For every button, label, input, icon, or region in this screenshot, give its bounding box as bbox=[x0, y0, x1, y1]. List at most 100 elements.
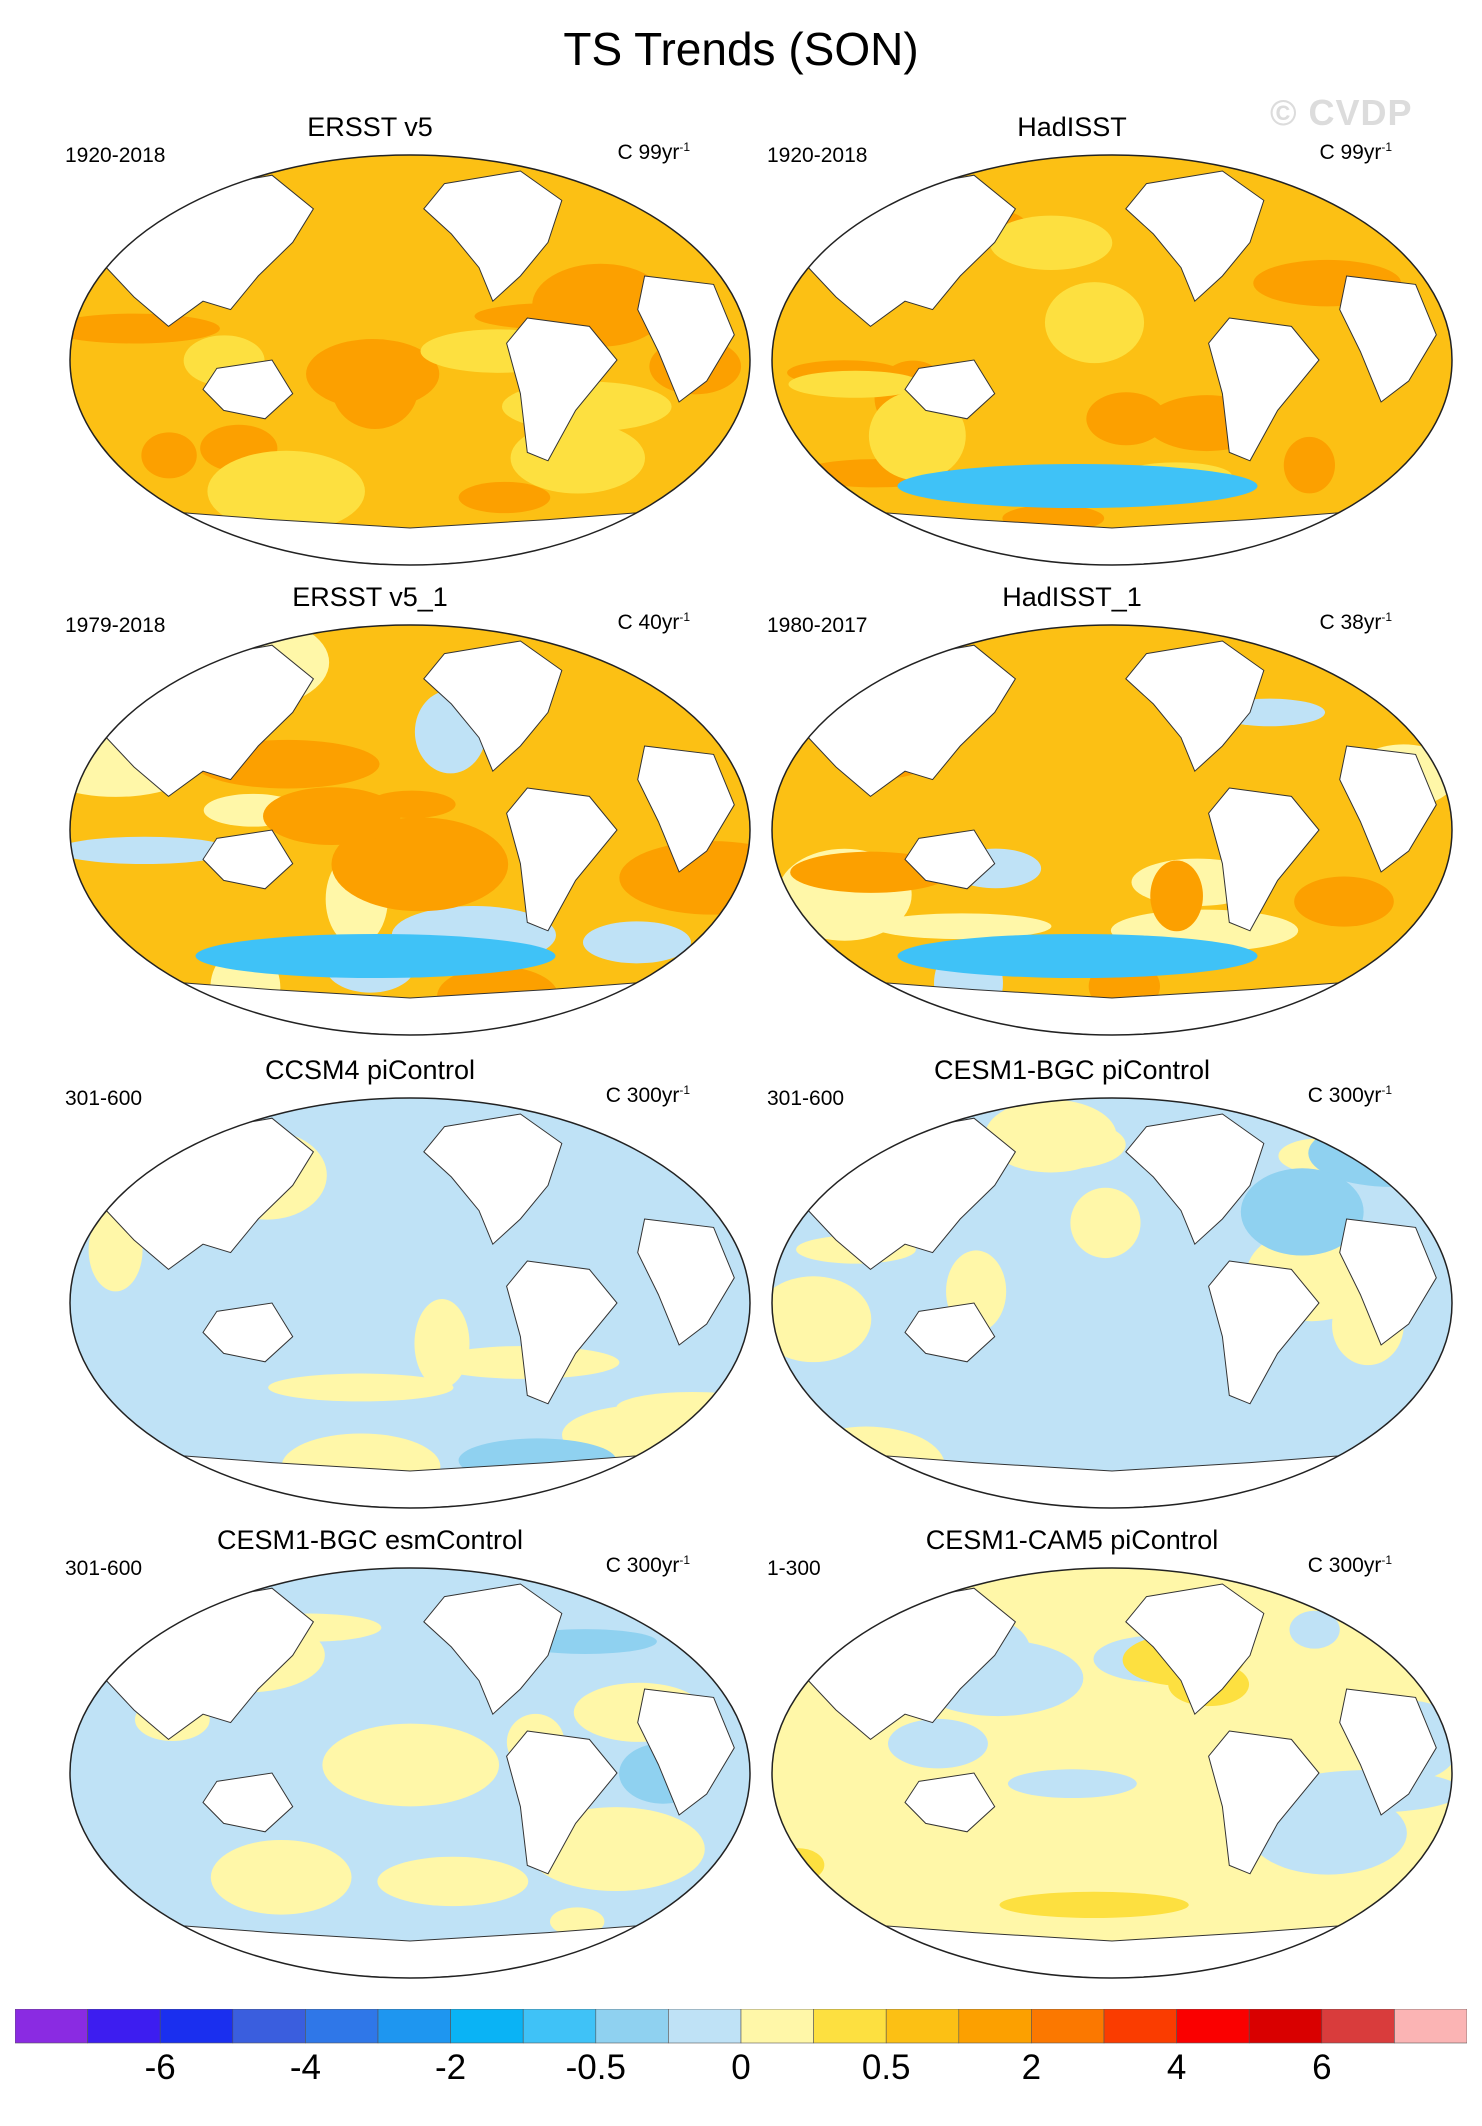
landmass bbox=[1339, 1688, 1437, 1816]
colorbar-swatch bbox=[740, 2009, 814, 2044]
panel-title: CESM1-BGC esmControl bbox=[216, 1525, 524, 1555]
map-panel: ERSST v5 1920-2018 C 99yr-1 bbox=[20, 112, 751, 582]
landmass bbox=[1125, 1113, 1265, 1246]
colorbar bbox=[15, 2009, 1467, 2044]
cvdp-watermark: © CVDP bbox=[1270, 92, 1413, 133]
map-panel: CESM1-BGC esmControl 301-600 C 300yr-1 bbox=[20, 1525, 751, 1995]
trend-region bbox=[772, 950, 851, 979]
colorbar-swatch bbox=[595, 2009, 669, 2044]
panel-period: 1-300 bbox=[767, 1557, 821, 1580]
map-border bbox=[771, 154, 1453, 566]
landmass bbox=[202, 1302, 294, 1363]
landmass bbox=[423, 1583, 563, 1716]
trend-region bbox=[793, 977, 889, 1006]
panel-title: ERSST v5_1 bbox=[292, 582, 448, 612]
landmass bbox=[1125, 1583, 1265, 1716]
colorbar-tick-label: -4 bbox=[289, 2048, 321, 2087]
landmass bbox=[202, 829, 294, 890]
trend-region bbox=[772, 1276, 872, 1363]
landmass bbox=[506, 1730, 618, 1875]
colorbar-tick-label: -6 bbox=[144, 2048, 176, 2087]
map-border bbox=[69, 624, 751, 1036]
landmass bbox=[1125, 640, 1265, 773]
panel-title: HadISST_1 bbox=[1002, 582, 1142, 612]
landmass bbox=[637, 745, 735, 873]
map-panel: CESM1-BGC piControl 301-600 C 300yr-1 bbox=[722, 1055, 1453, 1525]
trend-region bbox=[582, 921, 691, 964]
panel-period: 1920-2018 bbox=[65, 144, 166, 167]
panel-title: CCSM4 piControl bbox=[264, 1055, 476, 1085]
trend-region bbox=[999, 1891, 1189, 1919]
landmass bbox=[1125, 170, 1265, 303]
trend-region bbox=[888, 1718, 988, 1769]
robinson-map bbox=[771, 624, 1453, 1036]
colorbar-swatch bbox=[159, 2009, 234, 2044]
trend-region bbox=[210, 1839, 352, 1915]
map-panel: CCSM4 piControl 301-600 C 300yr-1 bbox=[20, 1055, 751, 1525]
landmass bbox=[423, 640, 563, 773]
map-border bbox=[69, 154, 751, 566]
colorbar-tick-label: -2 bbox=[435, 2048, 467, 2087]
trend-region bbox=[377, 1856, 529, 1907]
panel-title: CESM1-BGC piControl bbox=[933, 1055, 1211, 1085]
map-border bbox=[69, 1567, 751, 1979]
landmass bbox=[637, 275, 735, 403]
trend-region bbox=[331, 817, 509, 912]
landmass bbox=[904, 1772, 996, 1833]
panel-units: C 99yr-1 bbox=[1319, 140, 1392, 164]
panel-units: C 300yr-1 bbox=[605, 1553, 690, 1577]
trend-region bbox=[1240, 1168, 1364, 1256]
landmass bbox=[904, 359, 996, 420]
landmass bbox=[904, 1302, 996, 1363]
colorbar-tick-label: -0.5 bbox=[565, 2048, 626, 2087]
panel-units: C 300yr-1 bbox=[605, 1083, 690, 1107]
colorbar-swatch bbox=[1394, 2009, 1467, 2044]
trend-region bbox=[772, 1848, 825, 1882]
landmass bbox=[506, 787, 618, 932]
map-border bbox=[69, 1097, 751, 1509]
panel-units: C 38yr-1 bbox=[1319, 610, 1392, 634]
landmass bbox=[904, 829, 996, 890]
landmass bbox=[637, 1218, 735, 1346]
map-panel: HadISST 1920-2018 C 99yr-1 bbox=[722, 112, 1453, 582]
trend-region bbox=[1070, 1187, 1141, 1259]
colorbar-swatch bbox=[232, 2009, 306, 2044]
trend-region bbox=[1294, 876, 1394, 927]
colorbar-swatch bbox=[1321, 2009, 1395, 2044]
robinson-map bbox=[771, 1567, 1453, 1979]
landmass bbox=[423, 1113, 563, 1246]
panel-title: HadISST bbox=[1017, 112, 1127, 142]
landmass bbox=[423, 170, 563, 303]
trend-region bbox=[1044, 282, 1145, 364]
colorbar-tick-label: 0 bbox=[731, 2048, 751, 2087]
colorbar-swatch bbox=[1103, 2009, 1177, 2044]
trend-region bbox=[322, 1723, 500, 1807]
colorbar-swatch bbox=[522, 2009, 597, 2044]
colorbar-swatch bbox=[1176, 2009, 1250, 2044]
trend-region bbox=[619, 841, 750, 915]
trend-region bbox=[872, 913, 1052, 940]
landmass bbox=[506, 317, 618, 462]
landmass bbox=[1208, 1730, 1320, 1875]
trend-region bbox=[1007, 1769, 1137, 1799]
panel-period: 1920-2018 bbox=[767, 144, 868, 167]
landmass bbox=[1339, 275, 1437, 403]
map-border bbox=[771, 1097, 1453, 1509]
landmass bbox=[1208, 787, 1320, 932]
landmass bbox=[202, 359, 294, 420]
colorbar-tick-label: 6 bbox=[1312, 2048, 1332, 2087]
colorbar-tick-label: 4 bbox=[1166, 2048, 1187, 2087]
robinson-map bbox=[69, 1097, 751, 1509]
panel-title: ERSST v5 bbox=[307, 112, 433, 142]
landmass bbox=[506, 1260, 618, 1405]
panel-title: CESM1-CAM5 piControl bbox=[925, 1525, 1219, 1555]
trend-region bbox=[70, 836, 233, 864]
trend-region bbox=[1086, 392, 1166, 446]
trend-region bbox=[474, 302, 642, 330]
cold-anomaly-band bbox=[897, 934, 1258, 978]
trend-region bbox=[414, 1299, 470, 1388]
panel-units: C 300yr-1 bbox=[1307, 1553, 1392, 1577]
trend-region bbox=[1289, 1610, 1340, 1649]
panel-period: 1980-2017 bbox=[767, 614, 868, 637]
colorbar-tick-label: 2 bbox=[1021, 2048, 1042, 2087]
